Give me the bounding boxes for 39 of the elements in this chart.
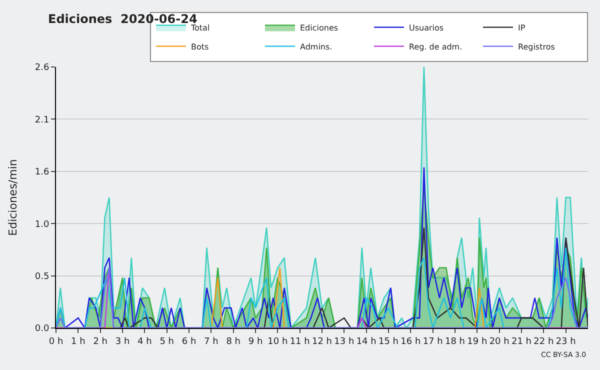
x-tick-label: 13 h	[334, 336, 354, 347]
x-tick-label: 21 h	[511, 336, 532, 347]
y-tick-label: 2.6	[34, 63, 50, 74]
x-tick-label: 4 h	[138, 336, 152, 347]
y-tick-label: 1.6	[34, 168, 50, 178]
x-tick-label: 10 h	[268, 336, 288, 347]
x-tick-label: 22 h	[534, 336, 554, 347]
y-tick-label: 0.0	[34, 324, 50, 334]
legend-label: Reg. de adm.	[409, 42, 462, 52]
x-tick-label: 20 h	[489, 336, 510, 347]
x-tick-label: 5 h	[160, 336, 174, 347]
x-tick-label: 19 h	[467, 336, 488, 347]
legend-label: Bots	[191, 42, 209, 52]
legend-label: Total	[190, 23, 210, 32]
x-tick-label: 23 h	[556, 336, 576, 347]
legend-label: Usuarios	[409, 23, 444, 32]
legend-label: Ediciones	[300, 23, 338, 32]
x-tick-label: 18 h	[444, 336, 466, 347]
x-tick-label: 7 h	[204, 336, 218, 347]
y-tick-label: 0.5	[34, 272, 50, 282]
legend-label: IP	[518, 23, 526, 32]
x-tick-label: 1 h	[71, 336, 86, 347]
x-tick-label: 3 h	[115, 336, 130, 347]
legend-label: Registros	[518, 42, 555, 52]
x-tick-label: 11 h	[290, 336, 310, 347]
legend-label: Admins.	[300, 42, 332, 52]
y-tick-label: 1.0	[34, 220, 50, 230]
x-tick-label: 17 h	[422, 336, 443, 347]
y-tick-label: 2.1	[34, 115, 50, 126]
x-tick-label: 9 h	[248, 336, 263, 347]
x-tick-label: 16 h	[400, 336, 421, 347]
x-tick-label: 8 h	[226, 336, 240, 347]
x-tick-label: 15 h	[378, 336, 399, 347]
x-tick-label: 6 h	[182, 336, 196, 347]
x-tick-label: 14 h	[356, 336, 376, 347]
x-tick-label: 12 h	[312, 336, 332, 347]
x-tick-label: 2 h	[93, 336, 108, 347]
x-tick-label: 0 h	[48, 336, 64, 347]
y-axis-title: Ediciones/min	[6, 159, 20, 236]
